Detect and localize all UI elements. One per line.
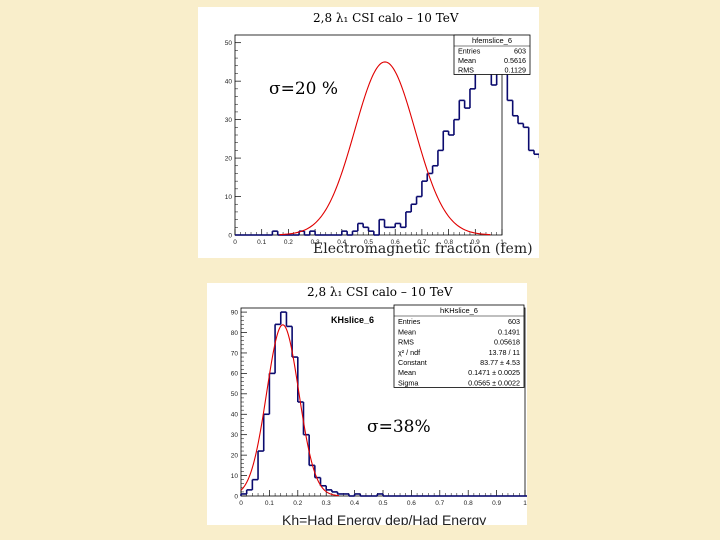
x-tick-label: 0.3 xyxy=(322,500,331,507)
x-tick-label: 0.8 xyxy=(464,500,473,507)
chart-title: 2,8 λ₁ CSI calo – 10 TeV xyxy=(309,11,463,25)
histogram-kh: 0 0.1 0.2 0.3 0.4 0.5 0.6 0.7 0.8 0.9 101020304050… xyxy=(231,304,527,507)
chart-title: 2,8 λ₁ CSI calo – 10 TeV xyxy=(303,285,457,299)
x-tick-label: 0.9 xyxy=(492,500,501,507)
stats-row-label: χ² / ndf xyxy=(398,348,420,357)
y-tick-label: 0 xyxy=(228,232,232,239)
y-tick-label: 10 xyxy=(231,473,239,480)
stats-row-label: Mean xyxy=(398,327,416,336)
x-axis-label: Electromagnetic fraction (fem) xyxy=(313,241,533,257)
x-tick-label: 0.9 xyxy=(471,239,480,246)
stats-box-name: hKHslice_6 xyxy=(440,306,478,315)
x-tick-label: 0 xyxy=(233,239,237,246)
y-tick-label: 60 xyxy=(231,371,239,378)
chart-panel-kh: 0 0.1 0.2 0.3 0.4 0.5 0.6 0.7 0.8 0.9 1 0 10 20 30 40 50… xyxy=(207,283,527,525)
x-tick-label: 0.4 xyxy=(337,239,346,246)
stats-box-frame xyxy=(393,304,525,388)
y-tick-label: 40 xyxy=(225,78,233,85)
y-tick-label: 50 xyxy=(225,40,233,47)
stats-row-label: Mean xyxy=(398,368,416,377)
stats-box: hfemslice_6 Entries 603 Mean 0.5616 RMS 0.1129 xyxy=(453,34,531,75)
stats-row-label: Constant xyxy=(398,358,427,367)
stats-row-value: 603 xyxy=(514,47,526,56)
y-tick-label: 20 xyxy=(225,155,233,162)
stats-box-frame xyxy=(453,34,531,75)
stats-row-value: 603 xyxy=(508,317,520,326)
y-tick-label: 50 xyxy=(231,391,239,398)
stats-row-value: 83.77 ± 4.53 xyxy=(480,358,520,367)
x-tick-label: 0.5 xyxy=(378,500,387,507)
stats-row-label: Mean xyxy=(458,56,476,65)
y-tick-label: 20 xyxy=(231,452,239,459)
stats-row-value: 0.0565 ± 0.0022 xyxy=(468,378,520,387)
x-tick-label: 1 xyxy=(500,239,504,246)
x-tick-label: 0.4 xyxy=(350,500,359,507)
y-tick-label: 80 xyxy=(231,330,239,337)
gaussian-fit-curve xyxy=(279,61,491,236)
stats-row-label: RMS xyxy=(458,66,474,75)
x-tick-label: 0.8 xyxy=(444,239,453,246)
stats-box: hKHslice_6 Entries 603 Mean 0.1491 RMS 0.05618… xyxy=(393,304,525,388)
x-tick-label: 0 xyxy=(239,500,243,507)
stats-row-label: Entries xyxy=(458,47,481,56)
y-tick-label: 90 xyxy=(231,309,239,316)
y-tick-label: 0 xyxy=(234,493,238,500)
chart-panel-fem: 0 0.1 0.2 0.3 0.4 0.5 0.6 0.7 0.8 0.9 1 0 10 20 30 40 50… xyxy=(198,7,539,258)
x-tick-label: 0.1 xyxy=(265,500,274,507)
y-tick-label: 70 xyxy=(231,350,239,357)
stats-row-label: Entries xyxy=(398,317,421,326)
histogram-fem: 0 0.1 0.2 0.3 0.4 0.5 0.6 0.7 0.8 0.9 101020304050… xyxy=(225,34,539,246)
x-tick-label: 0.3 xyxy=(311,239,320,246)
x-tick-label: 0.7 xyxy=(435,500,444,507)
stats-row-value: 0.1129 xyxy=(505,66,526,75)
x-tick-label: 0.7 xyxy=(417,239,426,246)
stats-row-value: 13.78 / 11 xyxy=(489,348,520,357)
gaussian-fit-curve xyxy=(240,324,339,497)
y-tick-label: 30 xyxy=(225,117,233,124)
sigma-annotation: σ=38% xyxy=(367,417,431,437)
stats-row-label: Sigma xyxy=(398,378,418,387)
stats-row-value: 0.1491 xyxy=(498,327,520,336)
stats-box-name: hfemslice_6 xyxy=(472,36,512,45)
stats-row-value: 0.1471 ± 0.0025 xyxy=(468,368,520,377)
y-tick-label: 30 xyxy=(231,432,239,439)
x-tick-label: 0.2 xyxy=(284,239,293,246)
x-tick-label: 0.6 xyxy=(407,500,416,507)
x-tick-label: 1 xyxy=(523,500,527,507)
x-tick-label: 0.2 xyxy=(293,500,302,507)
x-tick-label: 0.6 xyxy=(391,239,400,246)
y-tick-label: 40 xyxy=(231,412,239,419)
x-tick-label: 0.5 xyxy=(364,239,373,246)
stats-row-label: RMS xyxy=(398,338,414,347)
stats-row-value: 0.5616 xyxy=(504,56,526,65)
histogram-name-label: KHslice_6 xyxy=(331,315,374,325)
y-tick-label: 10 xyxy=(225,194,233,201)
x-axis-label: Kh=Had Energy dep/Had Energy xyxy=(282,512,487,525)
stats-row-value: 0.05618 xyxy=(494,338,520,347)
sigma-annotation: σ=20 % xyxy=(269,79,339,99)
x-tick-label: 0.1 xyxy=(257,239,266,246)
